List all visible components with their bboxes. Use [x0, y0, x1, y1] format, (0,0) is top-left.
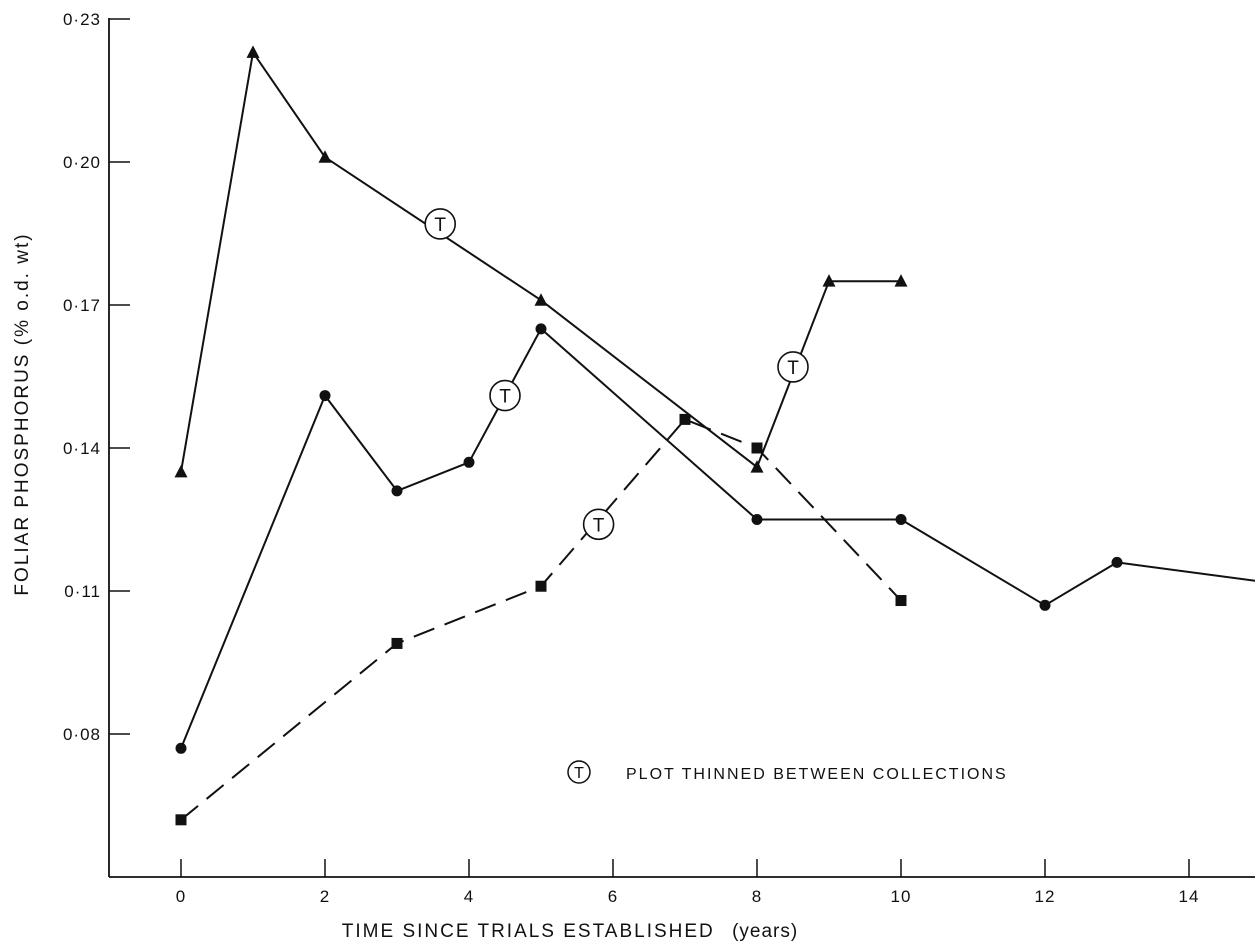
- thinned-marker: T: [777, 351, 809, 383]
- data-point-triangle: [894, 274, 908, 287]
- data-point-circle: [535, 323, 547, 335]
- series-triangle: [174, 45, 908, 478]
- legend-symbol-text: T: [574, 765, 584, 782]
- thinned-marker-circle: [489, 379, 521, 412]
- thinned-marker-label: T: [499, 387, 511, 408]
- data-point-square: [535, 580, 547, 592]
- x-axis-title-text: TIME SINCE TRIALS ESTABLISHED: [342, 921, 715, 942]
- x-tick-label: 4: [464, 887, 474, 906]
- annotation-layer: T T T T: [424, 208, 809, 541]
- legend-symbol-circle: [567, 760, 591, 784]
- data-point-triangle: [750, 460, 764, 473]
- thinned-marker-label: T: [434, 215, 446, 236]
- thinned-marker-circle: [582, 508, 615, 541]
- x-tick-label: 8: [752, 887, 762, 906]
- series-square: [175, 413, 907, 826]
- axes: 0·08 0·11 0·14 0·17 0·20 0·23 0 2 4 6 8 10 12 14: [63, 10, 1255, 906]
- thinned-marker-circle: [777, 351, 809, 383]
- thinned-marker-label: T: [787, 358, 799, 379]
- data-point-circle: [1111, 556, 1123, 568]
- data-point-circle: [391, 485, 403, 497]
- thinned-marker-label: T: [593, 515, 605, 536]
- data-point-circle: [1039, 599, 1051, 611]
- x-tick-label: 2: [320, 887, 330, 906]
- x-tick-label: 14: [1179, 887, 1200, 906]
- series-line: [180, 418, 902, 821]
- thinned-marker: T: [489, 379, 521, 412]
- data-point-triangle: [174, 464, 188, 478]
- data-point-square: [175, 814, 187, 826]
- y-tick-label: 0·08: [63, 725, 101, 744]
- x-tick-label: 0: [176, 887, 186, 906]
- data-point-circle: [175, 742, 187, 754]
- x-tick-label: 6: [608, 887, 618, 906]
- x-tick-label: 12: [1035, 887, 1056, 906]
- data-point-triangle: [246, 45, 260, 58]
- y-tick-label: 0·11: [64, 582, 101, 601]
- data-point-square: [679, 413, 691, 425]
- data-point-square: [895, 595, 907, 607]
- data-point-triangle: [318, 150, 332, 163]
- y-tick-label: 0·23: [63, 10, 101, 29]
- y-tick-label: 0·14: [63, 439, 101, 458]
- x-tick-label: 10: [891, 887, 912, 906]
- data-point-circle: [751, 513, 763, 525]
- legend-text: PLOT THINNED BETWEEN COLLECTIONS: [626, 766, 1008, 783]
- series-line: [180, 327, 1255, 749]
- series-layer: [174, 45, 1255, 826]
- data-point-square: [751, 442, 763, 454]
- x-axis-title: TIME SINCE TRIALS ESTABLISHED (years): [342, 921, 798, 942]
- data-point-circle: [895, 513, 907, 525]
- data-point-circle: [463, 456, 475, 468]
- thinned-marker-circle: [424, 208, 457, 240]
- data-point-triangle: [534, 293, 548, 306]
- y-axis-title: FOLIAR PHOSPHORUS (% o.d. wt): [12, 232, 33, 595]
- series-circle: [175, 323, 1255, 754]
- legend: T PLOT THINNED BETWEEN COLLECTIONS: [567, 760, 1008, 784]
- y-tick-label: 0·20: [63, 153, 101, 172]
- x-axis-unit: (years): [732, 921, 798, 942]
- y-tick-label: 0·17: [63, 296, 101, 315]
- series-line: [180, 51, 901, 472]
- thinned-marker: T: [424, 208, 457, 240]
- data-point-square: [391, 637, 403, 649]
- data-point-triangle: [822, 274, 836, 287]
- data-point-circle: [319, 390, 331, 402]
- thinned-marker: T: [582, 508, 615, 541]
